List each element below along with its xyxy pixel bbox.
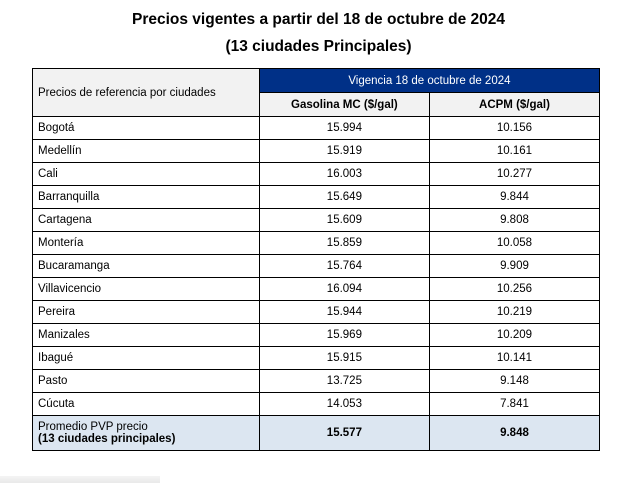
- acpm-cell: 9.148: [428, 369, 601, 393]
- acpm-cell: 10.156: [428, 116, 601, 140]
- gasolina-cell: 16.003: [258, 162, 430, 186]
- table-row: Barranquilla 15.649 9.844: [32, 185, 601, 209]
- city-cell: Barranquilla: [32, 185, 260, 209]
- price-table: Precios de referencia por ciudades Vigen…: [32, 68, 601, 451]
- acpm-cell: 10.161: [428, 139, 601, 163]
- corner-header: Precios de referencia por ciudades: [32, 68, 260, 117]
- gasolina-cell: 15.969: [258, 323, 430, 347]
- table-row: Ibagué 15.915 10.141: [32, 346, 601, 370]
- acpm-cell: 10.256: [428, 277, 601, 301]
- gasolina-cell: 15.609: [258, 208, 430, 232]
- gasolina-cell: 15.859: [258, 231, 430, 255]
- table-row: Villavicencio 16.094 10.256: [32, 277, 601, 301]
- average-row: Promedio PVP precio (13 ciudades princip…: [32, 415, 601, 451]
- gasolina-cell: 15.944: [258, 300, 430, 324]
- acpm-cell: 9.808: [428, 208, 601, 232]
- gasolina-cell: 15.764: [258, 254, 430, 278]
- gasolina-cell: 15.915: [258, 346, 430, 370]
- city-cell: Cali: [32, 162, 260, 186]
- gasolina-cell: 16.094: [258, 277, 430, 301]
- acpm-cell: 10.219: [428, 300, 601, 324]
- average-gasolina: 15.577: [258, 415, 430, 451]
- average-label-line2: (13 ciudades principales): [38, 433, 176, 445]
- acpm-column-header: ACPM ($/gal): [428, 92, 601, 117]
- gasolina-cell: 13.725: [258, 369, 430, 393]
- average-label-line1: Promedio PVP precio: [38, 421, 148, 433]
- average-acpm: 9.848: [428, 415, 601, 451]
- table-row: Manizales 15.969 10.209: [32, 323, 601, 347]
- page-title: Precios vigentes a partir del 18 de octu…: [131, 11, 506, 28]
- city-cell: Bucaramanga: [32, 254, 260, 278]
- gasolina-cell: 15.994: [258, 116, 430, 140]
- city-cell: Pasto: [32, 369, 260, 393]
- gasolina-cell: 15.919: [258, 139, 430, 163]
- city-cell: Cúcuta: [32, 392, 260, 416]
- city-cell: Montería: [32, 231, 260, 255]
- acpm-cell: 9.909: [428, 254, 601, 278]
- city-cell: Villavicencio: [32, 277, 260, 301]
- city-cell: Bogotá: [32, 116, 260, 140]
- acpm-cell: 9.844: [428, 185, 601, 209]
- city-cell: Pereira: [32, 300, 260, 324]
- table-row: Medellín 15.919 10.161: [32, 139, 601, 163]
- acpm-cell: 10.209: [428, 323, 601, 347]
- table-row: Bogotá 15.994 10.156: [32, 116, 601, 140]
- acpm-cell: 10.277: [428, 162, 601, 186]
- city-cell: Medellín: [32, 139, 260, 163]
- gasolina-cell: 15.649: [258, 185, 430, 209]
- table-row: Cúcuta 14.053 7.841: [32, 392, 601, 416]
- table-row: Pereira 15.944 10.219: [32, 300, 601, 324]
- acpm-cell: 10.058: [428, 231, 601, 255]
- table-row: Montería 15.859 10.058: [32, 231, 601, 255]
- vigencia-header: Vigencia 18 de octubre de 2024: [258, 68, 601, 93]
- average-label: Promedio PVP precio (13 ciudades princip…: [32, 415, 260, 451]
- gasolina-column-header: Gasolina MC ($/gal): [258, 92, 430, 117]
- city-cell: Manizales: [32, 323, 260, 347]
- city-cell: Ibagué: [32, 346, 260, 370]
- acpm-cell: 10.141: [428, 346, 601, 370]
- city-cell: Cartagena: [32, 208, 260, 232]
- acpm-cell: 7.841: [428, 392, 601, 416]
- gasolina-cell: 14.053: [258, 392, 430, 416]
- page-subtitle: (13 ciudades Principales): [225, 38, 412, 55]
- table-row: Bucaramanga 15.764 9.909: [32, 254, 601, 278]
- table-row: Pasto 13.725 9.148: [32, 369, 601, 393]
- table-row: Cartagena 15.609 9.808: [32, 208, 601, 232]
- page-edge-shadow: [0, 476, 160, 483]
- table-row: Cali 16.003 10.277: [32, 162, 601, 186]
